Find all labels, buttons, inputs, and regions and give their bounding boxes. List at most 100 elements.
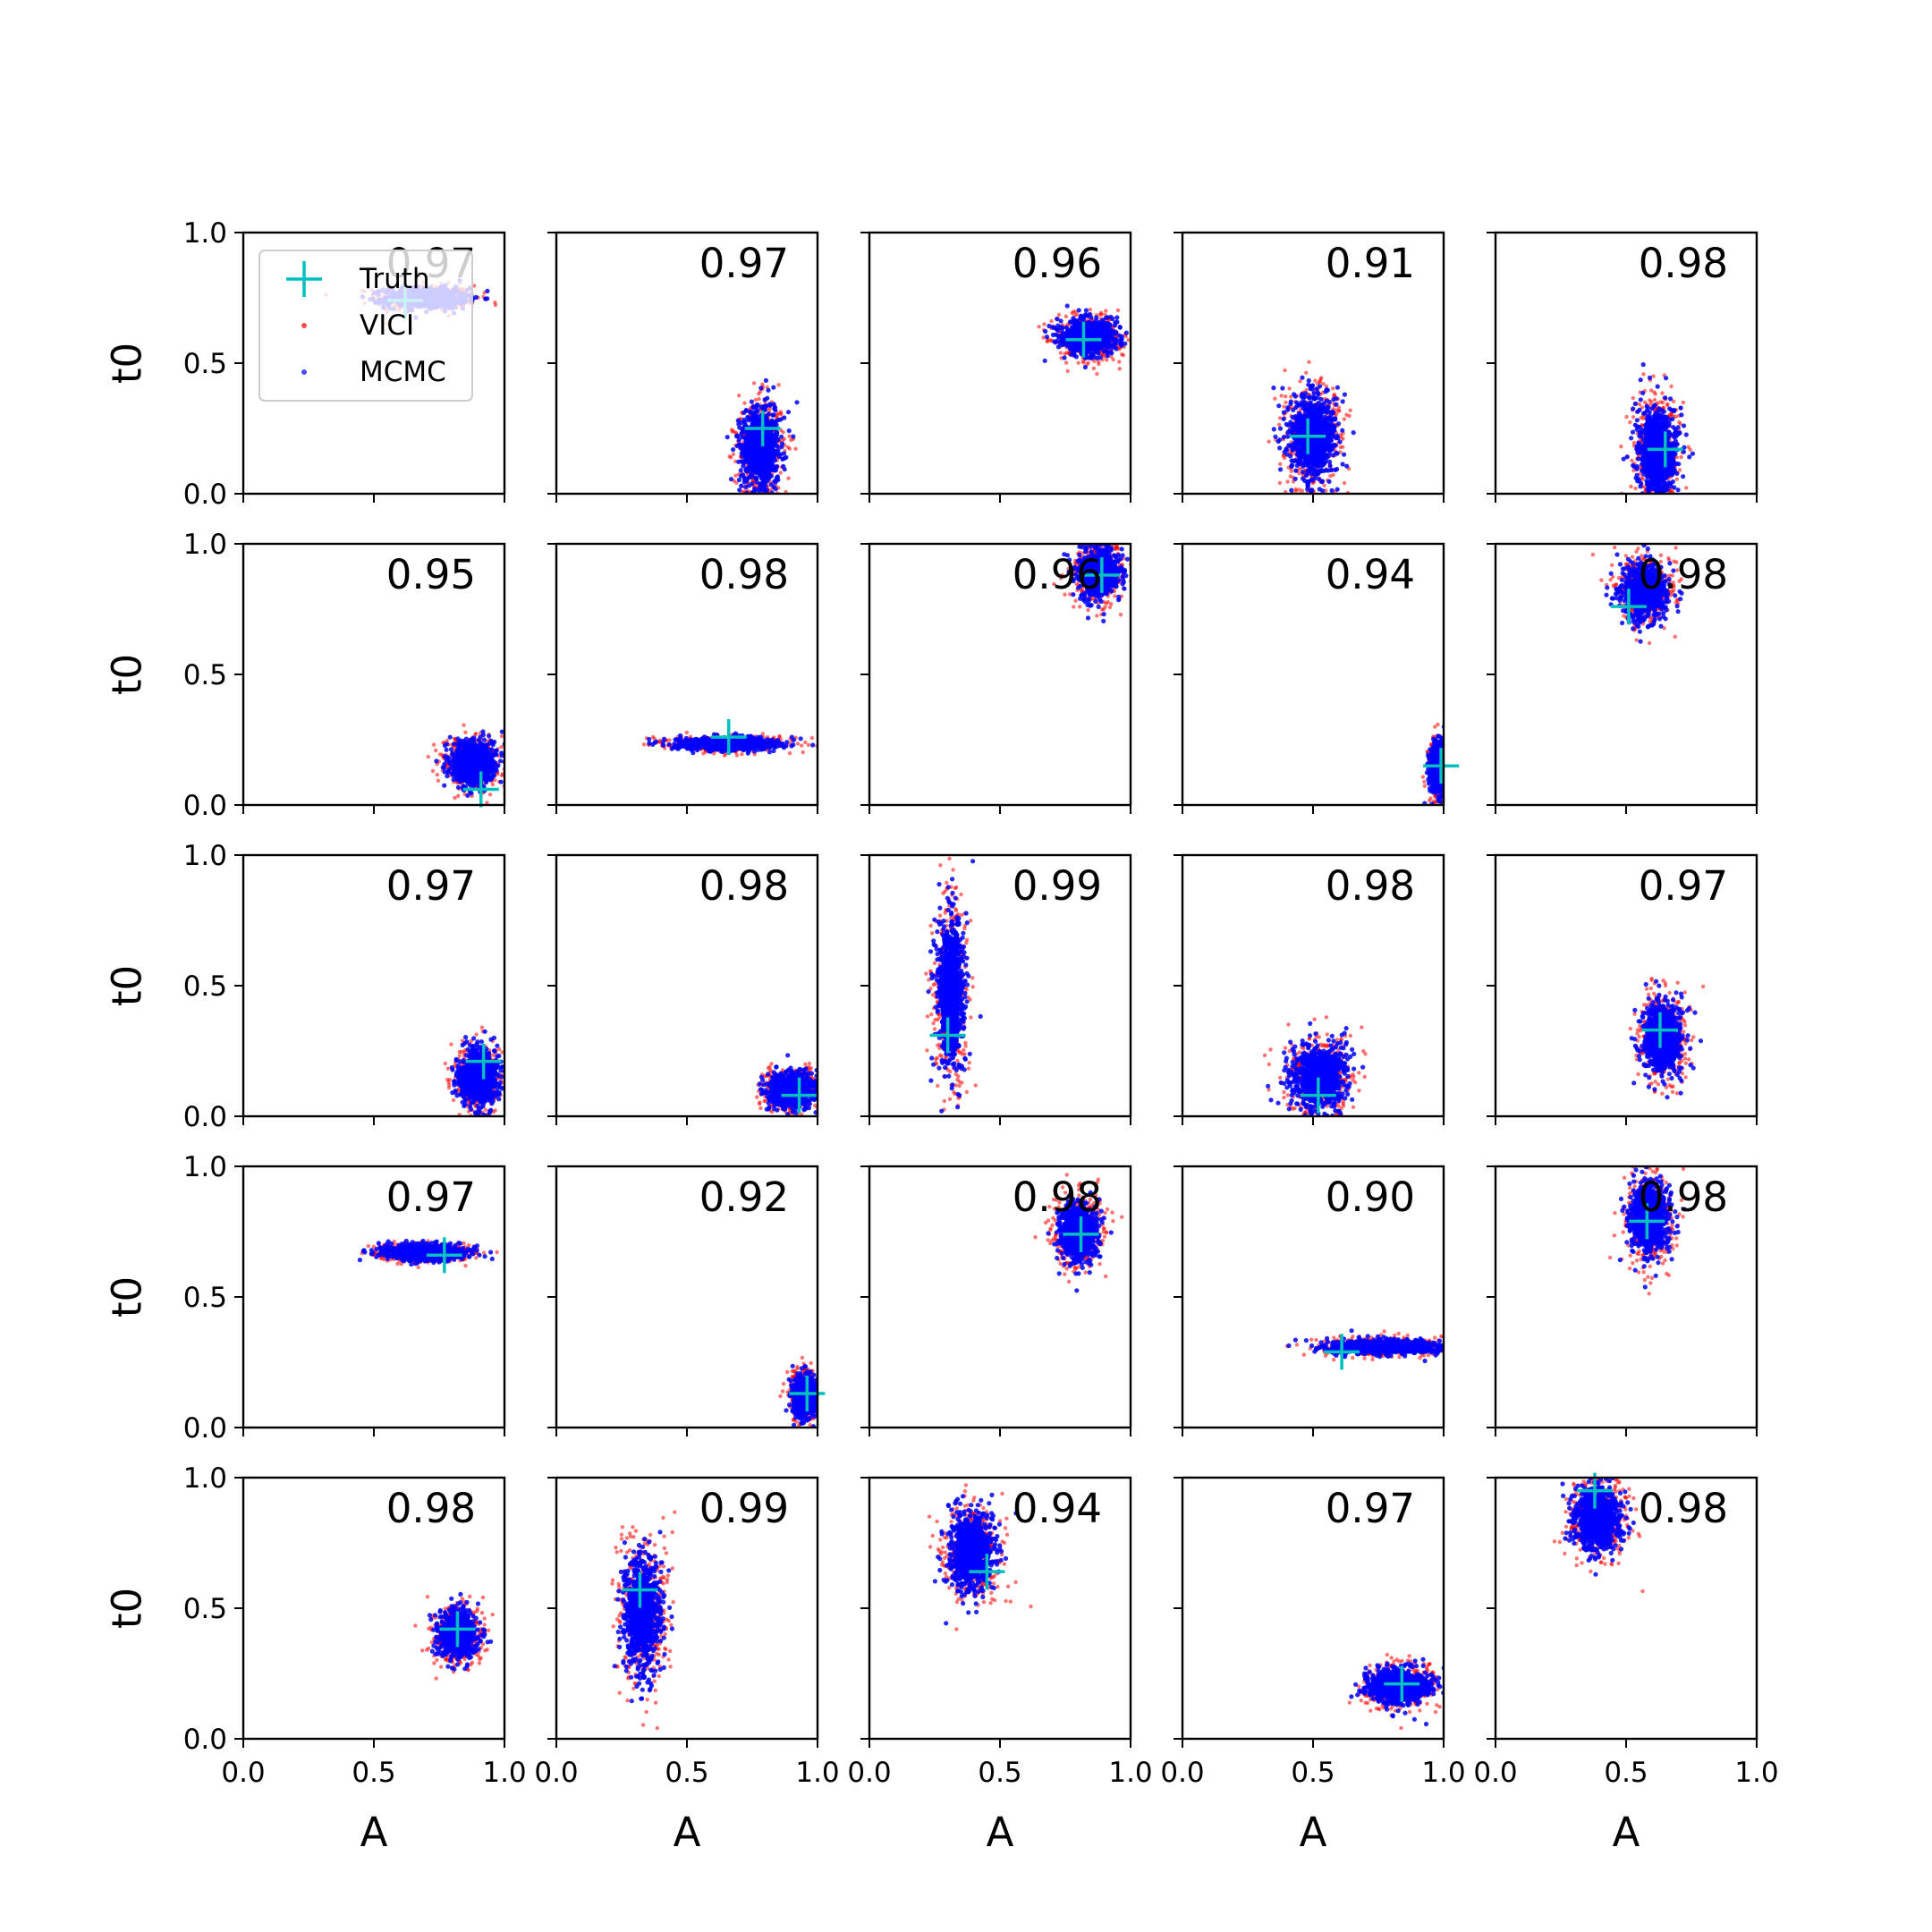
mcmc-samples-point [1300, 375, 1305, 380]
mcmc-core-point [751, 419, 758, 426]
mcmc-samples-point [755, 402, 760, 408]
vici-samples-point [1328, 474, 1333, 479]
vici-samples-point [1284, 394, 1288, 399]
mcmc-samples-point [745, 476, 750, 481]
mcmc-core-point [742, 458, 749, 464]
vici-samples-point [1065, 369, 1070, 373]
y-tick-label: 0.0 [183, 479, 227, 511]
mcmc-samples-point [1107, 350, 1113, 355]
mcmc-samples-point [1331, 442, 1336, 448]
vici-samples-point [737, 394, 741, 398]
vici-samples-point [1313, 378, 1318, 383]
mcmc-samples-point [758, 386, 764, 391]
vici-samples-point [1058, 351, 1063, 355]
vici-samples-point [493, 302, 498, 308]
vici-samples-point [1097, 312, 1103, 317]
vici-samples-point [1318, 377, 1323, 382]
mcmc-samples-point [1058, 318, 1063, 324]
panel-2-samples [724, 377, 800, 494]
mcmc-samples-point [1318, 396, 1324, 402]
vici-samples-point [1105, 358, 1109, 362]
mcmc-samples-point [738, 473, 744, 479]
mcmc-samples-point [782, 455, 787, 461]
mcmc-samples-point [1068, 346, 1073, 352]
vici-samples-point [1289, 394, 1293, 399]
mcmc-core-point [746, 445, 752, 451]
mcmc-samples-point [1340, 399, 1345, 404]
vici-samples-point [1063, 352, 1067, 356]
mcmc-samples-point [1309, 487, 1315, 493]
mcmc-samples-point [1332, 416, 1337, 421]
mcmc-samples-point [1105, 353, 1110, 359]
mcmc-samples-point [757, 488, 763, 494]
vici-samples-point [1321, 381, 1326, 386]
vici-samples-point [1304, 387, 1309, 393]
vici-samples-point [1081, 360, 1086, 365]
mcmc-samples-point [1273, 434, 1278, 439]
mcmc-samples-point [736, 477, 742, 483]
mcmc-samples-point [1064, 303, 1070, 309]
vici-samples-point [793, 446, 798, 451]
truth-marker [1065, 321, 1102, 358]
mcmc-samples-point [1315, 390, 1320, 395]
vici-samples-point [1097, 360, 1101, 364]
mcmc-samples-point [781, 451, 787, 456]
mcmc-samples-point [1055, 317, 1060, 322]
mcmc-samples-point [766, 387, 771, 393]
vici-samples-point [1278, 462, 1283, 466]
mcmc-core [742, 406, 780, 481]
vici-samples-point [1298, 379, 1302, 384]
mcmc-samples-point [767, 402, 773, 407]
vici-samples-point [1076, 360, 1080, 365]
vici-samples-point [786, 476, 791, 480]
mcmc-samples-point [781, 463, 786, 470]
vici-samples-point [757, 396, 761, 402]
mcmc-samples-point [743, 408, 749, 413]
mcmc-samples-point [1044, 335, 1050, 340]
mcmc-samples-point [774, 476, 780, 482]
mcmc-samples-point [1101, 349, 1106, 354]
mcmc-samples-point [1342, 392, 1347, 397]
mcmc-samples-point [778, 417, 784, 422]
mcmc-samples-point [1100, 321, 1106, 326]
vici-samples-point [1307, 360, 1311, 364]
panel-3: 0.96 [860, 231, 1132, 503]
mcmc-samples-point [750, 481, 755, 487]
vici-samples-point [729, 428, 734, 432]
mcmc-samples-point [791, 434, 796, 439]
mcmc-samples-point [1055, 327, 1061, 333]
vici-samples-point [1289, 469, 1294, 473]
vici-samples-point [1115, 308, 1121, 313]
mcmc-samples-point [737, 487, 742, 493]
mcmc-samples-point [483, 296, 488, 301]
mcmc-core-point [1086, 319, 1092, 326]
vici-samples-point [1045, 339, 1050, 344]
vici-samples-point [1041, 335, 1046, 340]
mcmc-samples-point [782, 415, 787, 420]
mcmc-core-point [1074, 321, 1080, 327]
mcmc-samples-point [762, 488, 767, 494]
mcmc-samples-point [1110, 316, 1115, 322]
vici-samples-point [1056, 312, 1062, 318]
vici-samples-point [1288, 474, 1293, 479]
mcmc-samples-point [738, 468, 743, 473]
mcmc-samples-point [1314, 386, 1319, 392]
vici-samples-point [1063, 360, 1069, 365]
mcmc-core-point [1065, 330, 1072, 336]
mcmc-core-point [767, 441, 774, 447]
mcmc-samples-point [724, 435, 730, 440]
panel-4: 0.91 [1174, 231, 1445, 503]
mcmc-samples-point [736, 459, 741, 464]
mcmc-core-point [1106, 322, 1113, 328]
vici-samples-point [1293, 487, 1298, 492]
mcmc-samples-point [776, 453, 782, 460]
mcmc-samples-point [1112, 342, 1117, 348]
mcmc-samples-point [741, 419, 748, 425]
vici-samples-point [775, 411, 780, 416]
mcmc-samples-point [1324, 410, 1330, 415]
vici-samples-point [734, 480, 739, 485]
mcmc-samples-point [774, 422, 779, 428]
vici-samples-point [1297, 487, 1301, 492]
mcmc-core-point [1103, 330, 1109, 336]
